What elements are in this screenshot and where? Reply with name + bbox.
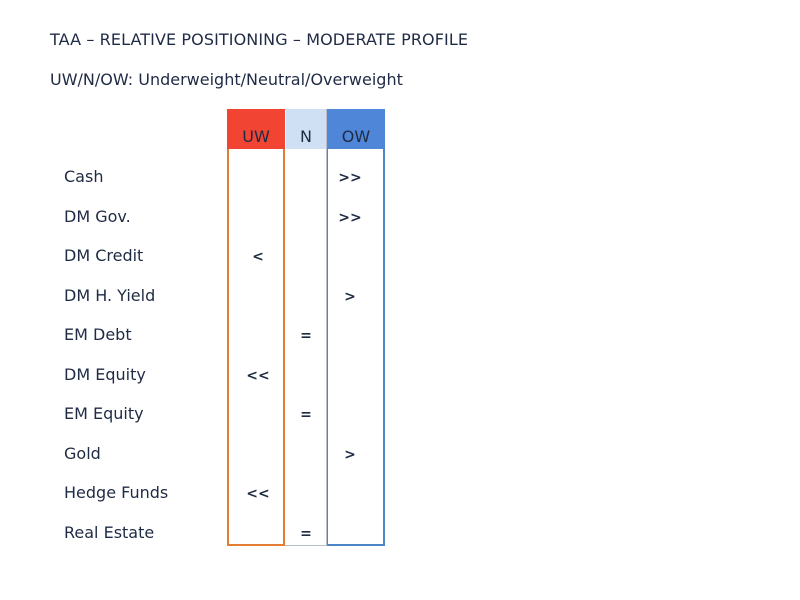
positioning-mark: = [300, 328, 312, 344]
overweight-header: OW [327, 109, 385, 149]
asset-class-label: Cash [64, 167, 104, 186]
legend-subtitle: UW/N/OW: Underweight/Neutral/Overweight [50, 70, 403, 89]
asset-class-label: DM Gov. [64, 206, 131, 226]
positioning-mark: << [246, 486, 270, 502]
asset-class-label: EM Debt [64, 325, 132, 344]
positioning-mark: = [300, 525, 312, 542]
asset-class-label: Hedge Funds [64, 483, 169, 502]
asset-class-label: Gold [64, 443, 101, 463]
asset-class-label: DM Equity [64, 364, 146, 384]
positioning-mark: = [300, 407, 312, 423]
underweight-column [227, 109, 285, 546]
neutral-header: N [286, 109, 326, 149]
positioning-mark: << [246, 367, 270, 384]
asset-class-label: DM Credit [64, 246, 144, 265]
positioning-mark: >> [338, 170, 362, 186]
positioning-mark: < [252, 249, 264, 265]
page-title: TAA – RELATIVE POSITIONING – MODERATE PR… [50, 30, 469, 49]
asset-class-label: DM H. Yield [64, 285, 156, 305]
asset-class-label: EM Equity [64, 404, 144, 423]
positioning-mark: >> [338, 209, 362, 226]
positioning-mark: > [344, 288, 356, 305]
positioning-mark: > [344, 446, 356, 463]
asset-class-label: Real Estate [64, 522, 155, 542]
underweight-header: UW [227, 109, 285, 149]
